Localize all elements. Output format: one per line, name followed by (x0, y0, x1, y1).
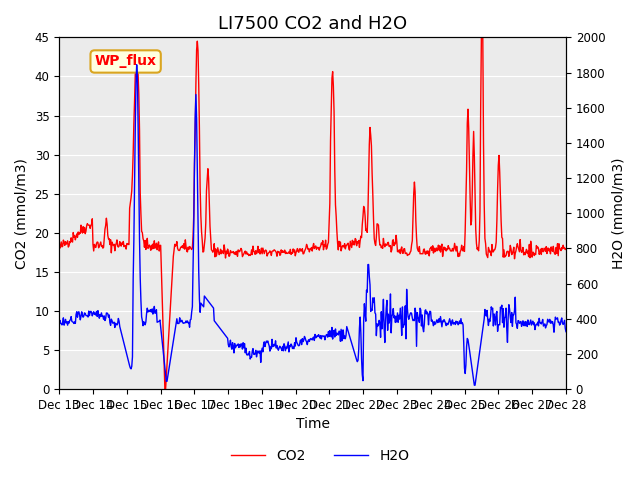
CO2 (116, 240, 124, 246)
H2O (65, 319, 72, 324)
Y-axis label: CO2 (mmol/m3): CO2 (mmol/m3) (15, 158, 29, 269)
H2O (55, 321, 63, 327)
Title: LI7500 CO2 and H2O: LI7500 CO2 and H2O (218, 15, 407, 33)
CO2 (169, 265, 177, 271)
H2O (133, 62, 141, 68)
CO2 (161, 386, 169, 392)
H2O (196, 297, 204, 302)
CO2 (55, 244, 63, 250)
H2O (169, 343, 177, 348)
Line: H2O: H2O (59, 65, 566, 385)
H2O (389, 306, 397, 312)
CO2 (389, 237, 397, 242)
CO2 (65, 244, 72, 250)
Text: WP_flux: WP_flux (95, 54, 157, 69)
Y-axis label: H2O (mmol/m3): H2O (mmol/m3) (611, 157, 625, 269)
H2O (470, 383, 478, 388)
Line: CO2: CO2 (59, 37, 566, 389)
H2O (562, 329, 570, 335)
CO2 (477, 35, 485, 40)
CO2 (196, 127, 204, 133)
H2O (374, 322, 382, 327)
H2O (116, 326, 124, 332)
CO2 (562, 246, 570, 252)
X-axis label: Time: Time (296, 418, 330, 432)
CO2 (374, 222, 382, 228)
Legend: CO2, H2O: CO2, H2O (225, 443, 415, 468)
